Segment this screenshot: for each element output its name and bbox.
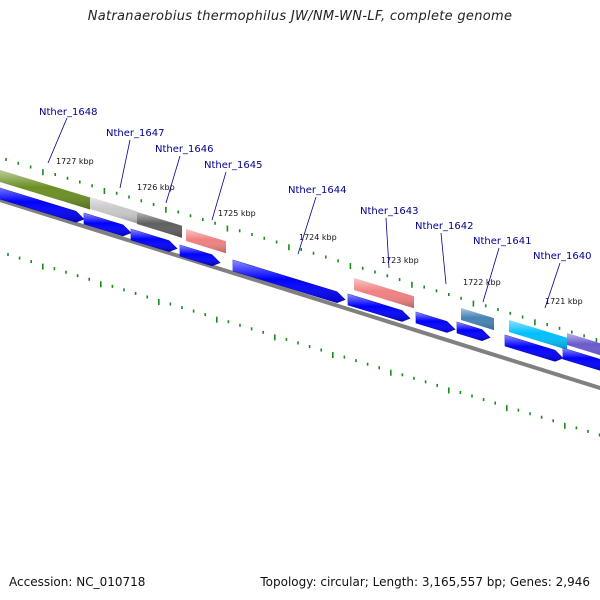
gene-leader-line (119, 139, 131, 189)
gene-box (186, 229, 226, 254)
gene-feature-track (0, 170, 600, 356)
gene-box-shading (567, 333, 600, 356)
kbp-label: 1724 kbp (299, 233, 337, 242)
kbp-label: 1725 kbp (218, 209, 256, 218)
gene-box (0, 170, 90, 210)
gene-leader-line (385, 217, 390, 269)
gene-name-label: Nther_1641 (473, 236, 531, 247)
gene-box-shading (137, 212, 182, 238)
cds-arrow-shading (0, 188, 84, 223)
gene-box-shading (509, 320, 567, 350)
gene-leader-line (544, 262, 561, 309)
backbone-line (0, 198, 600, 390)
gene-leader-line (47, 117, 68, 164)
cds-arrow-shading (180, 245, 220, 266)
gene-name-label: Nther_1644 (288, 185, 346, 196)
cds-arrow-shading (84, 213, 131, 236)
gene-box (567, 333, 600, 356)
kbp-label: 1722 kbp (463, 278, 501, 287)
gene-labels: Nther_1648 Nther_1647 Nther_1646 Nther_1645… (39, 107, 591, 309)
cds-arrow-shading (233, 260, 345, 303)
gene-leader-line (440, 232, 447, 285)
gene-leader-line (297, 196, 317, 255)
inner-tick-marks (7, 253, 600, 437)
gene-box (354, 278, 414, 309)
genome-stats-text: Topology: circular; Length: 3,165,557 bp… (260, 575, 590, 589)
gene-box-shading (186, 229, 226, 254)
gene-box-shading (461, 308, 494, 331)
gene-box (90, 197, 137, 224)
position-labels: 1727 kbp 1726 kbp 1725 kbp 1724 kbp 1723 kbp… (56, 157, 583, 306)
cds-arrow-track (0, 187, 600, 371)
kbp-label: 1727 kbp (56, 157, 94, 166)
genome-title: Natranaerobius thermophilus JW/NM-WN-LF,… (87, 9, 513, 24)
gene-name-label: Nther_1646 (155, 144, 213, 155)
cds-arrow-shading (416, 312, 455, 333)
genome-backbone (0, 198, 600, 390)
gene-box (461, 308, 494, 331)
kbp-label: 1723 kbp (381, 256, 419, 265)
gene-box (137, 212, 182, 238)
gene-name-label: Nther_1642 (415, 221, 473, 232)
accession-text: Accession: NC_010718 (9, 575, 146, 589)
gene-leader-line (482, 247, 500, 303)
gene-box-shading (354, 278, 414, 309)
gene-name-label: Nther_1647 (106, 128, 164, 139)
gene-name-label: Nther_1645 (204, 160, 262, 171)
gene-box-shading (90, 197, 137, 224)
gene-name-label: Nther_1640 (533, 251, 591, 262)
gene-box-shading (0, 170, 90, 210)
cds-arrow-shading (505, 335, 563, 362)
gene-leader-line (211, 171, 227, 221)
cds-arrow-shading (457, 322, 490, 341)
gene-name-label: Nther_1643 (360, 206, 418, 217)
gene-leader-line (165, 155, 181, 204)
cds-arrow-shading (131, 229, 177, 252)
cds-arrow-shading (563, 348, 600, 371)
gene-box (509, 320, 567, 350)
gene-name-label: Nther_1648 (39, 107, 97, 118)
kbp-label: 1726 kbp (137, 183, 175, 192)
cds-arrow-shading (348, 294, 410, 322)
kbp-label: 1721 kbp (545, 297, 583, 306)
